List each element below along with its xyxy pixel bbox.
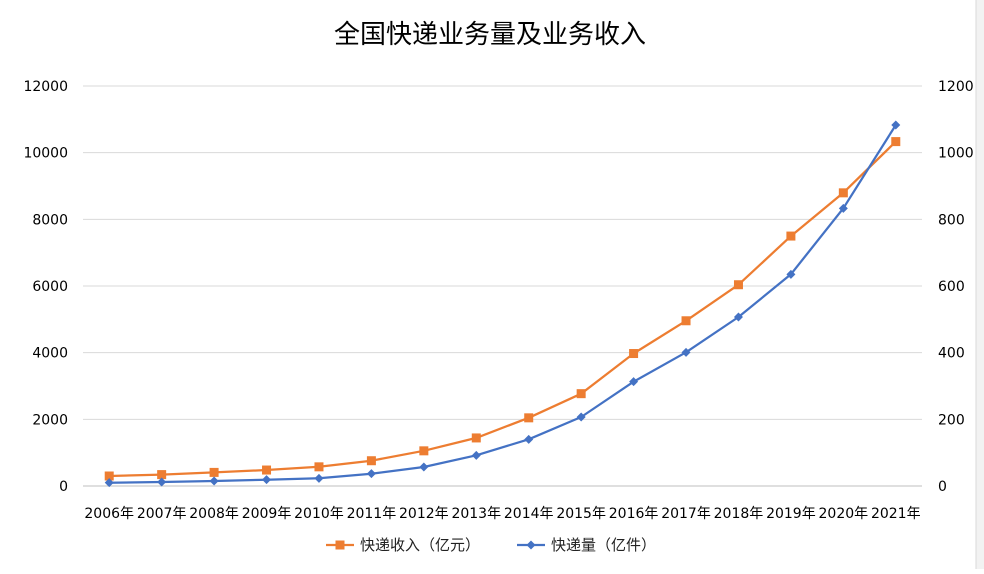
data-point-diamond [419,462,429,472]
data-point-diamond [733,312,743,322]
legend-label: 快递量（亿件） [551,536,656,554]
data-point-diamond [629,377,639,387]
data-point-square [838,188,848,198]
data-point-square [733,280,743,290]
data-point-square [471,433,481,443]
x-tick-label: 2009年 [242,506,292,522]
data-point-diamond [366,469,376,479]
x-tick-label: 2018年 [714,506,764,522]
x-tick-label: 2012年 [399,506,449,522]
x-tick-label: 2006年 [84,506,134,522]
y-right-tick-label: 600 [938,279,965,295]
data-point-diamond [104,478,114,488]
data-point-diamond [157,477,167,487]
x-tick-label: 2016年 [609,506,659,522]
data-point-square [419,446,429,456]
legend-marker-diamond [526,540,536,550]
x-tick-label: 2020年 [819,506,869,522]
data-point-diamond [471,450,481,460]
x-tick-label: 2013年 [451,506,501,522]
y-left-tick-label: 4000 [32,346,68,362]
data-point-square [891,137,901,147]
x-tick-label: 2011年 [347,506,397,522]
data-point-square [366,456,376,466]
right-edge-strip [976,0,984,569]
data-point-diamond [314,473,324,483]
x-axis: 2006年 2007年 2008年 2009年 2010年 2011年 2012年 2013年… [83,485,922,522]
data-point-diamond [891,120,901,130]
data-point-square [104,471,114,481]
y-right-tick-label: 0 [938,479,947,495]
chart-title: 全国快递业务量及业务收入 [334,20,646,50]
legend: 快递收入（亿元） 快递量（亿件） [326,536,656,554]
x-tick-label: 2008年 [189,506,239,522]
data-point-square [314,462,324,472]
legend-label: 快递收入（亿元） [360,536,480,554]
x-tick-label: 2019年 [766,506,816,522]
series-line [109,140,897,478]
data-point-square [524,413,534,423]
gridlines [83,85,922,420]
data-point-diamond [262,475,272,485]
data-point-square [262,465,272,475]
y-left-tick-label: 6000 [32,279,68,295]
x-tick-label: 2021年 [871,506,921,522]
data-point-diamond [681,347,691,357]
series-group [104,120,901,488]
y-left-tick-label: 12000 [23,79,68,95]
y-right-tick-label: 800 [938,212,965,228]
series-line [109,124,897,484]
x-tick-label: 2010年 [294,506,344,522]
y-right-tick-label: 1200 [938,79,974,95]
data-point-square [786,231,796,241]
y-right-tick-label: 200 [938,412,965,428]
x-tick-label: 2007年 [137,506,187,522]
data-point-square [681,316,691,326]
data-point-square [629,349,639,359]
legend-marker-square [335,540,345,550]
data-point-diamond [838,203,848,213]
y-axis-left: 0 2000 4000 6000 8000 10000 12000 [23,79,68,495]
y-left-tick-label: 8000 [32,212,68,228]
y-right-tick-label: 1000 [938,146,974,162]
data-point-square [576,389,586,399]
x-tick-label: 2015年 [556,506,606,522]
y-right-tick-label: 400 [938,346,965,362]
data-point-diamond [209,476,219,486]
y-left-tick-label: 10000 [23,146,68,162]
y-left-tick-label: 0 [59,479,68,495]
data-point-diamond [524,434,534,444]
x-tick-label: 2017年 [661,506,711,522]
y-left-tick-label: 2000 [32,412,68,428]
data-point-square [157,470,167,480]
data-point-diamond [786,269,796,279]
data-point-square [209,467,219,477]
x-tick-label: 2014年 [504,506,554,522]
data-point-diamond [576,412,586,422]
y-axis-right: 0 200 400 600 800 1000 1200 [938,79,974,495]
